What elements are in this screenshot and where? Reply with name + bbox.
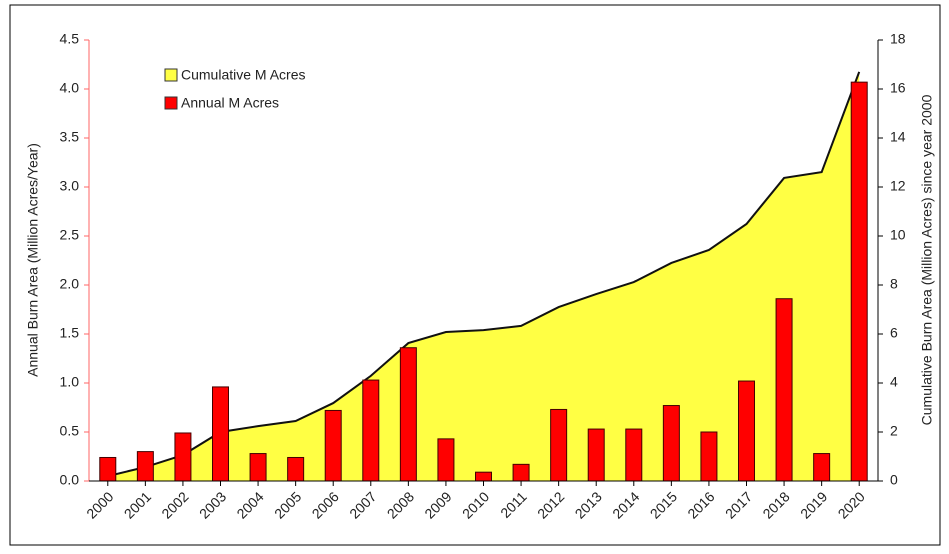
y2-tick-label: 10 [890, 227, 906, 243]
y-tick-label: 2.0 [60, 276, 80, 292]
bar [813, 453, 831, 482]
bar [587, 428, 605, 482]
y-tick-label: 0.0 [60, 472, 80, 488]
bar [287, 456, 305, 482]
bar [700, 431, 718, 482]
y-tick-label: 3.0 [60, 178, 80, 194]
bar [136, 451, 154, 482]
bar [475, 471, 492, 482]
bar [99, 456, 117, 482]
bar [174, 432, 192, 482]
y2-tick-label: 18 [890, 31, 906, 47]
bar [850, 81, 868, 482]
bar [249, 453, 267, 482]
y2-tick-label: 2 [890, 423, 898, 439]
y2-tick-label: 8 [890, 276, 898, 292]
bar [212, 386, 229, 482]
bar [399, 347, 417, 482]
y2-tick-label: 14 [890, 129, 906, 145]
legend-label: Cumulative M Acres [181, 67, 305, 83]
bar [775, 298, 793, 482]
bar [550, 408, 568, 482]
y2-tick-label: 0 [890, 472, 898, 488]
legend-swatch [164, 96, 178, 110]
y2-tick-label: 12 [890, 178, 906, 194]
y-tick-label: 4.0 [60, 80, 80, 96]
y2-tick-label: 16 [890, 80, 906, 96]
bar [662, 405, 680, 482]
bar [324, 409, 342, 482]
y-tick-label: 3.5 [60, 129, 80, 145]
legend-label: Annual M Acres [181, 95, 279, 111]
legend-swatch [164, 68, 178, 82]
area-fill [107, 71, 860, 481]
y-tick-label: 2.5 [60, 227, 80, 243]
y2-tick-label: 6 [890, 325, 898, 341]
y2-tick-label: 4 [890, 374, 898, 390]
y-tick-label: 0.5 [60, 423, 80, 439]
bar [738, 380, 755, 482]
area-line [107, 71, 861, 478]
bar [437, 438, 455, 482]
bar [625, 428, 643, 482]
bar [362, 379, 380, 482]
y-tick-label: 4.5 [60, 31, 80, 47]
bar [512, 463, 530, 482]
y2-axis-label: Cumulative Burn Area (Million Acres) sin… [919, 94, 935, 425]
y-tick-label: 1.5 [60, 325, 80, 341]
y-tick-label: 1.0 [60, 374, 80, 390]
y-axis-label: Annual Burn Area (Million Acres/Year) [25, 143, 41, 377]
